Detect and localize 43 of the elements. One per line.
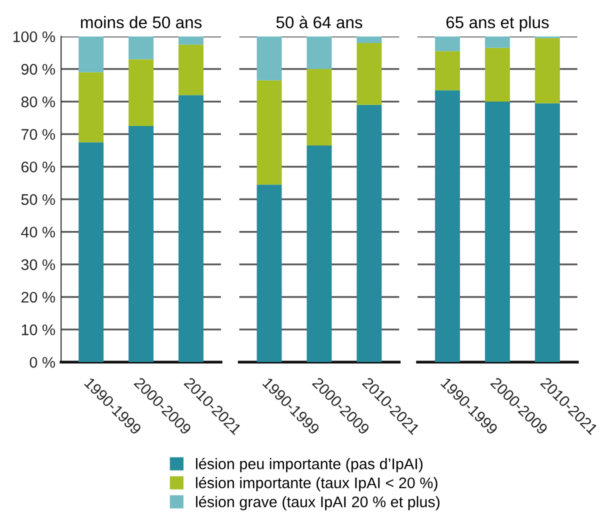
chart-title: moins de 50 ans: [81, 16, 202, 28]
y-tick-label: 60 %: [22, 162, 55, 172]
bar: [178, 44, 204, 96]
y-tick-label: 40 %: [21, 226, 55, 238]
chart-title: 65 ans et plus: [446, 16, 549, 32]
bar: [484, 36, 510, 48]
bar: [435, 90, 460, 362]
y-tick-label: 0 %: [30, 356, 55, 368]
bar: [256, 80, 282, 185]
bar: [178, 36, 204, 45]
bar: [78, 142, 104, 362]
bar: [534, 103, 560, 362]
bar: [484, 102, 510, 362]
y-tick-label: 100 %: [13, 31, 56, 42]
bar: [306, 36, 332, 70]
y-tick-label: 50 %: [21, 194, 55, 205]
bar: [256, 36, 282, 80]
y-tick-label: 10 %: [22, 324, 55, 336]
bar: [178, 95, 204, 362]
bar: [78, 72, 104, 142]
y-tick-label: 20 %: [21, 292, 55, 303]
bar: [356, 42, 382, 105]
bar: [484, 48, 510, 102]
y-tick-label: 90 %: [21, 64, 55, 75]
bar: [306, 69, 332, 146]
bar: [356, 104, 382, 362]
bar: [128, 126, 154, 362]
y-tick-label: 70 %: [22, 129, 55, 140]
bar: [128, 59, 154, 126]
y-tick-label: 30 %: [21, 259, 55, 270]
bar: [534, 38, 560, 104]
bar: [435, 51, 460, 90]
bar: [78, 36, 104, 72]
y-tick-label: 80 %: [21, 96, 55, 108]
legend-label: lésion importante (taux IpAI < 20 %): [196, 476, 438, 492]
bar: [435, 36, 460, 52]
bar: [256, 184, 282, 362]
legend-label: lésion peu importante (pas d’IpAI): [196, 458, 423, 472]
legend-label: lésion grave (taux IpAI 20 % et plus): [196, 496, 440, 510]
bar: [306, 146, 332, 362]
bar: [356, 36, 382, 43]
bar: [128, 36, 154, 60]
chart-title: 50 à 64 ans: [276, 16, 362, 28]
